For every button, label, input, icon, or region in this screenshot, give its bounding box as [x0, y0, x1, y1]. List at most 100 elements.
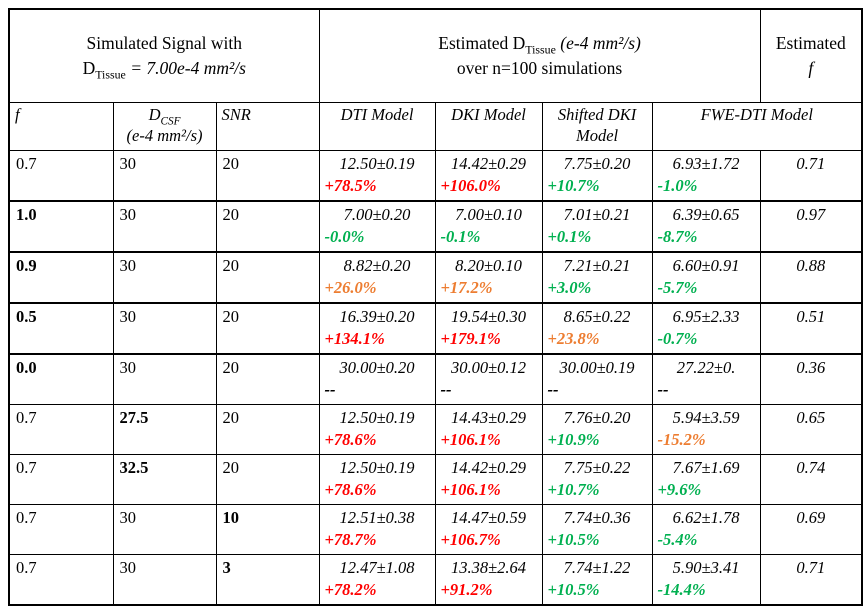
cell-dcsf: 30 — [112, 200, 217, 253]
d-tissue-subscript: Tissue — [95, 67, 126, 82]
table-row: 0.7 30 10 12.51±0.38 +78.7% 14.47±0.59 +10… — [8, 504, 863, 555]
cell-shifted-dki: 7.21±0.21 +3.0% — [541, 251, 653, 304]
simulated-signal-line1: Simulated Signal with — [86, 32, 243, 53]
d-tissue-symbol: D — [82, 58, 96, 78]
dti-error-pct: +78.6% — [324, 430, 377, 449]
dti-value: 12.50±0.19 — [339, 408, 415, 427]
fwe-dti-error-pct: -5.4% — [657, 530, 698, 549]
cell-dti: 12.50±0.19 +78.6% — [318, 454, 436, 505]
dti-error-pct: -0.0% — [324, 227, 365, 246]
cell-dcsf: 30 — [112, 150, 217, 202]
cell-dti: 30.00±0.20 -- — [318, 353, 436, 405]
cell-shifted-dki: 8.65±0.22 +23.8% — [541, 302, 653, 355]
dti-error-pct: +78.7% — [324, 530, 377, 549]
table-row: 0.7 30 20 12.50±0.19 +78.5% 14.42±0.29 +10… — [8, 150, 863, 202]
cell-snr: 20 — [215, 251, 320, 304]
cell-fwe-dti: 6.93±1.72 -1.0% — [651, 150, 761, 202]
cell-f: 0.0 — [8, 353, 114, 405]
fwe-dti-value: 6.62±1.78 — [672, 508, 740, 527]
cell-f: 1.0 — [8, 200, 114, 253]
shifted-dki-error-pct: +3.0% — [547, 278, 592, 297]
cell-dcsf: 30 — [112, 554, 217, 606]
cell-estimated-f: 0.97 — [759, 200, 863, 253]
shifted-dki-error-pct: +23.8% — [547, 329, 600, 348]
estimated-d-subscript: Tissue — [525, 42, 556, 57]
cell-dki: 7.00±0.10 -0.1% — [434, 200, 543, 253]
cell-fwe-dti: 5.90±3.41 -14.4% — [651, 554, 761, 606]
dti-value: 16.39±0.20 — [339, 307, 415, 326]
dti-value: 12.50±0.19 — [339, 154, 415, 173]
dki-value: 8.20±0.10 — [455, 256, 522, 275]
fwe-dti-error-pct: -15.2% — [657, 430, 706, 449]
fwe-dti-error-pct: -14.4% — [657, 580, 706, 599]
table-header: Simulated Signal with DTissue = 7.00e-4 … — [8, 8, 863, 151]
fwe-dti-error-pct: -1.0% — [657, 176, 698, 195]
estimated-dtissue-line1: Estimated DTissue (e-4 mm²/s) — [320, 31, 759, 57]
cell-estimated-f: 0.36 — [759, 353, 863, 405]
dti-value: 12.51±0.38 — [339, 508, 415, 527]
cell-shifted-dki: 7.74±1.22 +10.5% — [541, 554, 653, 606]
fwe-dti-error-pct: -8.7% — [657, 227, 698, 246]
table-row: 1.0 30 20 7.00±0.20 -0.0% 7.00±0.10 -0.1% … — [8, 200, 863, 253]
cell-estimated-f: 0.88 — [759, 251, 863, 304]
cell-shifted-dki: 7.75±0.22 +10.7% — [541, 454, 653, 505]
column-header-row: f DCSF (e-4 mm²/s) SNR DTI Model DKI Mod… — [8, 102, 863, 151]
estimated-dtissue-line2: over n=100 simulations — [456, 58, 623, 78]
dki-value: 30.00±0.12 — [451, 358, 527, 377]
cell-shifted-dki: 7.76±0.20 +10.9% — [541, 404, 653, 455]
dti-error-pct: -- — [324, 380, 336, 399]
cell-snr: 20 — [215, 302, 320, 355]
fwe-dti-value: 27.22±0. — [676, 358, 736, 377]
shifted-dki-value: 7.74±1.22 — [563, 558, 631, 577]
table-row: 0.7 32.5 20 12.50±0.19 +78.6% 14.42±0.29 +… — [8, 454, 863, 505]
shifted-dki-value: 7.75±0.22 — [563, 458, 631, 477]
cell-snr: 10 — [215, 504, 320, 555]
estimated-f-header: Estimated f — [759, 8, 863, 103]
cell-dcsf: 27.5 — [112, 404, 217, 455]
estimated-dtissue-header: Estimated DTissue (e-4 mm²/s) over n=100… — [318, 8, 761, 103]
cell-dki: 14.43±0.29 +106.1% — [434, 404, 543, 455]
dki-error-pct: +17.2% — [440, 278, 493, 297]
fwe-dti-value: 6.93±1.72 — [672, 154, 740, 173]
shifted-dki-error-pct: +10.7% — [547, 176, 600, 195]
dti-error-pct: +26.0% — [324, 278, 377, 297]
col-header-fwe-dti-model: FWE-DTI Model — [651, 102, 863, 151]
cell-dki: 14.42±0.29 +106.0% — [434, 150, 543, 202]
dcsf-symbol: D — [148, 105, 161, 124]
cell-estimated-f: 0.71 — [759, 554, 863, 606]
shifted-dki-error-pct: +10.5% — [547, 530, 600, 549]
table-body: 0.7 30 20 12.50±0.19 +78.5% 14.42±0.29 +10… — [8, 150, 863, 606]
shifted-dki-error-pct: +10.5% — [547, 580, 600, 599]
dcsf-subscript: CSF — [160, 115, 181, 128]
dti-value: 8.82±0.20 — [343, 256, 411, 275]
cell-dki: 30.00±0.12 -- — [434, 353, 543, 405]
cell-snr: 20 — [215, 353, 320, 405]
dki-error-pct: +106.1% — [440, 430, 501, 449]
dki-error-pct: +106.0% — [440, 176, 501, 195]
cell-shifted-dki: 7.75±0.20 +10.7% — [541, 150, 653, 202]
cell-fwe-dti: 27.22±0. -- — [651, 353, 761, 405]
shifted-dki-value: 30.00±0.19 — [559, 358, 635, 377]
cell-f: 0.7 — [8, 454, 114, 505]
shifted-dki-error-pct: -- — [547, 380, 559, 399]
dki-value: 13.38±2.64 — [451, 558, 527, 577]
col-header-f: f — [8, 102, 114, 151]
fwe-dti-value: 6.95±2.33 — [672, 307, 740, 326]
dki-error-pct: +106.1% — [440, 480, 501, 499]
cell-fwe-dti: 6.60±0.91 -5.7% — [651, 251, 761, 304]
estimated-d-unit: (e-4 mm²/s) — [555, 32, 641, 53]
cell-dti: 16.39±0.20 +134.1% — [318, 302, 436, 355]
col-header-dti-model: DTI Model — [318, 102, 436, 151]
cell-dcsf: 30 — [112, 504, 217, 555]
top-header-row: Simulated Signal with DTissue = 7.00e-4 … — [8, 8, 863, 103]
fwe-dti-error-pct: -0.7% — [657, 329, 698, 348]
col-header-shifted-dki-model: Shifted DKI Model — [541, 102, 653, 151]
table-row: 0.7 30 3 12.47±1.08 +78.2% 13.38±2.64 +91.… — [8, 554, 863, 606]
dti-value: 12.50±0.19 — [339, 458, 415, 477]
cell-shifted-dki: 30.00±0.19 -- — [541, 353, 653, 405]
fwe-dti-error-pct: -5.7% — [657, 278, 698, 297]
fwe-dti-error-pct: +9.6% — [657, 480, 702, 499]
cell-snr: 3 — [215, 554, 320, 606]
cell-dki: 14.42±0.29 +106.1% — [434, 454, 543, 505]
col-header-snr: SNR — [215, 102, 320, 151]
